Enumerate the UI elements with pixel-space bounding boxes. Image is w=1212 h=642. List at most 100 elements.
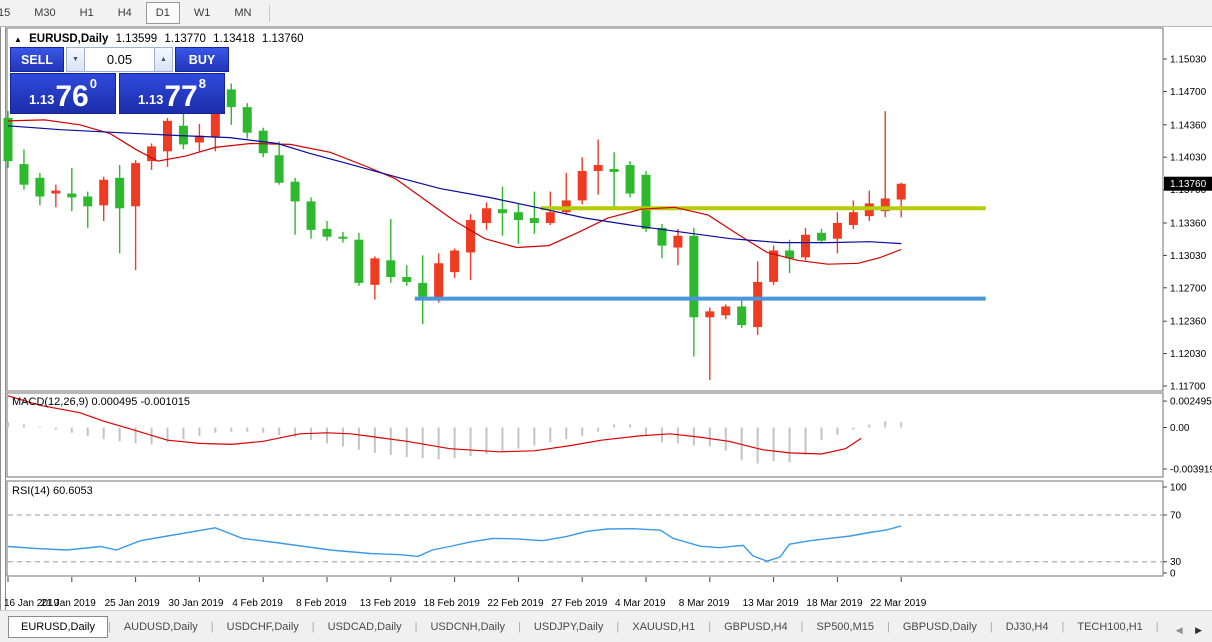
candle-body: [131, 163, 141, 207]
tab-gbpusd-daily[interactable]: GBPUSD,Daily: [902, 620, 977, 633]
candle-body: [338, 236, 348, 239]
candle-body: [545, 212, 555, 223]
buy-button[interactable]: BUY: [175, 47, 229, 72]
rsi-panel-title: RSI(14) 60.6053: [12, 485, 93, 497]
candle-body: [51, 190, 61, 194]
date-axis-label: 21 Jan 2019: [41, 598, 96, 609]
rsi-line: [7, 525, 902, 562]
price-axis-label: 1.13360: [1170, 218, 1207, 229]
timeframe-button-w1[interactable]: W1: [193, 7, 211, 19]
panel-border: [6, 480, 1164, 577]
tab-scroll-right-icon[interactable]: ▶: [1195, 625, 1202, 635]
timeframe-toolbar: 15 M30 H1 H4 D1 W1 MN: [0, 0, 1212, 27]
tab-usdchf-daily[interactable]: USDCHF,Daily: [226, 620, 299, 633]
candle-body: [290, 181, 300, 202]
tab-scroll-arrows: ◀ ▶: [1165, 620, 1206, 638]
tab-scroll-left-icon[interactable]: ◀: [1175, 625, 1183, 635]
trade-widget-price-row: 1.13 76 0 1.13 77 8: [10, 73, 229, 114]
candle-body: [178, 125, 188, 145]
tab-divider: |: [518, 620, 521, 633]
candle-body: [832, 222, 842, 239]
rsi-axis-label: 70: [1170, 511, 1182, 522]
candle-body: [848, 212, 858, 225]
candle-body: [210, 113, 220, 138]
candle-body: [801, 234, 810, 258]
timeframe-button-15[interactable]: 15: [0, 7, 11, 19]
macd-axis-label: 0.00: [1170, 423, 1190, 434]
tab-divider: |: [107, 620, 111, 633]
candle-body: [705, 311, 715, 318]
timeframe-button-h1[interactable]: H1: [79, 7, 94, 19]
macd-signal-line: [7, 395, 862, 455]
price-axis-label: 1.14700: [1170, 87, 1207, 98]
date-axis-label: 25 Jan 2019: [105, 598, 160, 609]
candle-body: [67, 193, 77, 198]
volume-increase-button[interactable]: ▲: [154, 47, 173, 72]
tab-divider: |: [887, 620, 890, 633]
candle-body: [274, 155, 284, 183]
sell-price-big-digits: 76: [55, 80, 89, 113]
date-axis-label: 30 Jan 2019: [168, 598, 223, 609]
collapse-icon[interactable]: ▲: [14, 35, 22, 44]
tab-divider: |: [1155, 620, 1159, 633]
symbol-tab-bar: EURUSD,Daily | AUDUSD,Daily | USDCHF,Daily | U…: [0, 610, 1212, 642]
tab-divider: |: [989, 620, 993, 633]
tab-tech100-h1[interactable]: TECH100,H1: [1077, 620, 1143, 633]
candle-body: [450, 250, 460, 273]
current-price-tag: [1164, 176, 1212, 191]
macd-axis-label: 0.002495: [1170, 397, 1212, 408]
tab-usdcad-daily[interactable]: USDCAD,Daily: [327, 620, 402, 633]
candle-body: [482, 208, 491, 223]
candle-body: [785, 250, 795, 259]
timeframe-button-d1[interactable]: D1: [145, 2, 180, 24]
buy-price-panel[interactable]: 1.13 77 8: [119, 73, 225, 114]
rsi-value: 60.6053: [52, 485, 93, 497]
price-axis-label: 1.12360: [1170, 317, 1207, 328]
buy-price-pip-digit: 8: [198, 76, 206, 91]
tab-xauusd-h1[interactable]: XAUUSD,H1: [632, 620, 696, 633]
candle-body: [513, 212, 523, 221]
candle-body: [226, 89, 236, 108]
candle-body: [625, 165, 635, 194]
candle-body: [434, 263, 444, 299]
candle-body: [497, 209, 507, 214]
tab-dj30-h4[interactable]: DJ30,H4: [1005, 620, 1049, 633]
sell-price-panel[interactable]: 1.13 76 0: [10, 73, 116, 114]
one-click-trade-widget: SELL ▼ 0.05 ▲ BUY 1.13 76 0 1.13 77 8: [10, 47, 229, 114]
tab-divider: |: [311, 620, 315, 633]
candle-body: [880, 198, 890, 212]
candle-body: [99, 179, 109, 206]
chart-symbol-label: EURUSD,Daily: [29, 33, 109, 45]
tab-audusd-daily[interactable]: AUDUSD,Daily: [123, 620, 198, 633]
price-axis-label: 1.12030: [1170, 349, 1207, 360]
tab-usdjpy-daily[interactable]: USDJPY,Daily: [533, 620, 604, 633]
tab-eurusd-daily[interactable]: EURUSD,Daily: [8, 615, 108, 638]
date-axis-label: 4 Mar 2019: [615, 598, 666, 609]
volume-input[interactable]: 0.05: [85, 47, 154, 72]
tab-gbpusd-h4[interactable]: GBPUSD,H4: [724, 620, 788, 633]
timeframe-buttons: 15 M30 H1 H4 D1 W1 MN: [0, 2, 263, 24]
rsi-axis-label: 30: [1170, 557, 1182, 568]
panel-border: [6, 392, 1164, 478]
candle-body: [466, 220, 476, 253]
tab-divider: |: [708, 620, 712, 633]
ma-slow-line: [7, 125, 902, 245]
panel-border: [6, 27, 1164, 392]
price-axis-label: 1.12700: [1170, 283, 1207, 294]
tab-usdcnh-daily[interactable]: USDCNH,Daily: [430, 620, 506, 633]
date-axis-label: 16 Jan 2019: [4, 598, 59, 609]
date-axis-label: 18 Feb 2019: [424, 598, 481, 609]
timeframe-button-mn[interactable]: MN: [234, 7, 252, 19]
timeframe-button-m30[interactable]: M30: [34, 7, 56, 19]
volume-decrease-button[interactable]: ▼: [66, 47, 85, 72]
timeframe-button-h4[interactable]: H4: [117, 7, 132, 19]
tab-divider: |: [616, 620, 620, 633]
tab-sp500-m15[interactable]: SP500,M15: [816, 620, 874, 633]
tab-divider: |: [414, 620, 418, 633]
sell-price-prefix: 1.13: [29, 92, 55, 107]
sell-button[interactable]: SELL: [10, 47, 64, 72]
candle-body: [673, 235, 683, 248]
rsi-axis-label: 100: [1170, 483, 1187, 494]
candle-body: [769, 250, 779, 282]
